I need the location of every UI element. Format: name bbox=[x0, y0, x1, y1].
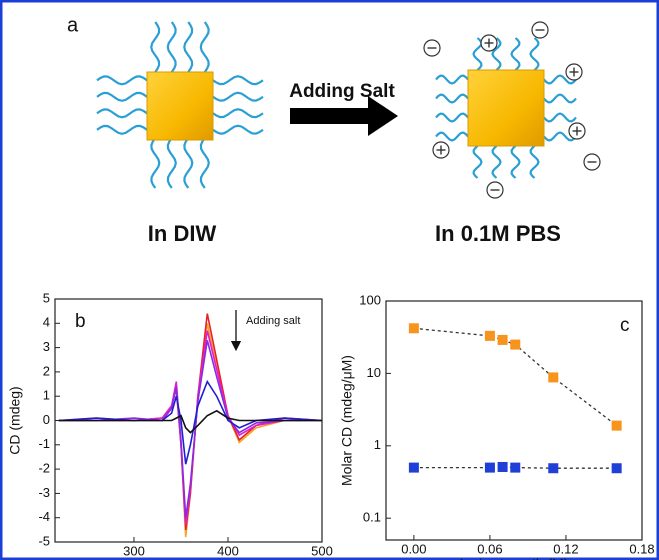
marker bbox=[408, 462, 419, 473]
nanocube bbox=[467, 69, 545, 147]
ligand bbox=[435, 93, 469, 104]
ligand bbox=[529, 37, 540, 71]
ligand bbox=[510, 37, 521, 71]
y-tick-label: 4 bbox=[43, 315, 50, 330]
ligand bbox=[96, 124, 148, 135]
y-tick-label: 2 bbox=[43, 363, 50, 378]
ligand bbox=[183, 137, 194, 189]
ligand bbox=[212, 124, 264, 135]
y-axis-label: CD (mdeg) bbox=[7, 386, 23, 454]
marker bbox=[548, 463, 559, 474]
ions bbox=[423, 21, 601, 199]
x-axis-label: Wavelength (nm) bbox=[135, 558, 241, 560]
annotation: Adding salt bbox=[246, 315, 300, 327]
marker bbox=[484, 330, 495, 341]
ligand bbox=[435, 112, 469, 123]
y-tick-label: -5 bbox=[38, 533, 50, 548]
ligand bbox=[472, 145, 483, 179]
series-line bbox=[58, 323, 322, 538]
plot-frame bbox=[385, 300, 643, 541]
x-tick-label: 0.00 bbox=[401, 541, 426, 556]
ligand bbox=[212, 108, 264, 119]
marker bbox=[408, 323, 419, 334]
ligand bbox=[543, 131, 577, 142]
x-tick-label: 300 bbox=[123, 543, 145, 558]
ligand bbox=[96, 108, 148, 119]
y-tick-label: 10 bbox=[367, 365, 381, 380]
ligand bbox=[543, 93, 577, 104]
y-tick-label: 100 bbox=[359, 292, 381, 307]
y-tick-label: 3 bbox=[43, 339, 50, 354]
caption: In DIW bbox=[148, 221, 217, 246]
series-line bbox=[413, 327, 618, 427]
caption: In 0.1M PBS bbox=[435, 221, 561, 246]
ligand bbox=[199, 21, 210, 73]
y-tick-label: -2 bbox=[38, 461, 50, 476]
y-axis-label: Molar CD (mdeg/μM) bbox=[339, 355, 355, 486]
ligand bbox=[183, 21, 194, 73]
charts: 300 400 500 -5 -4 -3 -2 -1 0 1 2 3 4 5 Wavelength (nm)… bbox=[7, 290, 655, 560]
arrow bbox=[290, 96, 398, 136]
panel-label: a bbox=[67, 14, 79, 36]
ligand bbox=[543, 74, 577, 85]
ligand bbox=[435, 74, 469, 85]
y-tick-label: -1 bbox=[38, 436, 50, 451]
ligand bbox=[510, 145, 521, 179]
ligand bbox=[212, 75, 264, 86]
ligands bbox=[96, 21, 577, 189]
ligand bbox=[491, 145, 502, 179]
x-tick-label: 500 bbox=[311, 543, 333, 558]
ligand bbox=[472, 37, 483, 71]
x-axis-label: Ionic strength (M) bbox=[460, 556, 569, 560]
y-tick-label: 0.1 bbox=[363, 510, 381, 525]
marker bbox=[611, 463, 622, 474]
arrow-label: Adding Salt bbox=[289, 81, 395, 102]
ligand bbox=[96, 75, 148, 86]
ligand bbox=[435, 131, 469, 142]
ligand bbox=[199, 137, 210, 189]
x-tick-label: 0.18 bbox=[629, 541, 654, 556]
marker bbox=[510, 462, 521, 473]
x-tick-label: 400 bbox=[217, 543, 239, 558]
marker bbox=[497, 461, 508, 472]
ligand bbox=[491, 37, 502, 71]
nanocube bbox=[146, 71, 214, 141]
ligand bbox=[150, 137, 161, 189]
ligand bbox=[166, 137, 177, 189]
ligand bbox=[96, 91, 148, 102]
marker bbox=[484, 462, 495, 473]
y-tick-label: 1 bbox=[374, 437, 381, 452]
ligand bbox=[212, 91, 264, 102]
marker bbox=[510, 339, 521, 350]
ligand bbox=[166, 21, 177, 73]
ligand bbox=[150, 21, 161, 73]
marker bbox=[548, 372, 559, 383]
y-tick-label: -4 bbox=[38, 509, 50, 524]
x-tick-label: 0.06 bbox=[477, 541, 502, 556]
marker bbox=[611, 420, 622, 431]
marker bbox=[497, 334, 508, 345]
y-tick-label: -3 bbox=[38, 485, 50, 500]
y-tick-label: 5 bbox=[43, 290, 50, 305]
panel-label: b bbox=[75, 311, 86, 332]
ligand bbox=[543, 112, 577, 123]
y-tick-label: 0 bbox=[43, 412, 50, 427]
y-tick-label: 1 bbox=[43, 388, 50, 403]
series-line bbox=[58, 409, 322, 434]
ligand bbox=[529, 145, 540, 179]
x-tick-label: 0.12 bbox=[553, 541, 578, 556]
series-line bbox=[58, 379, 323, 465]
panel-label: c bbox=[620, 315, 630, 336]
